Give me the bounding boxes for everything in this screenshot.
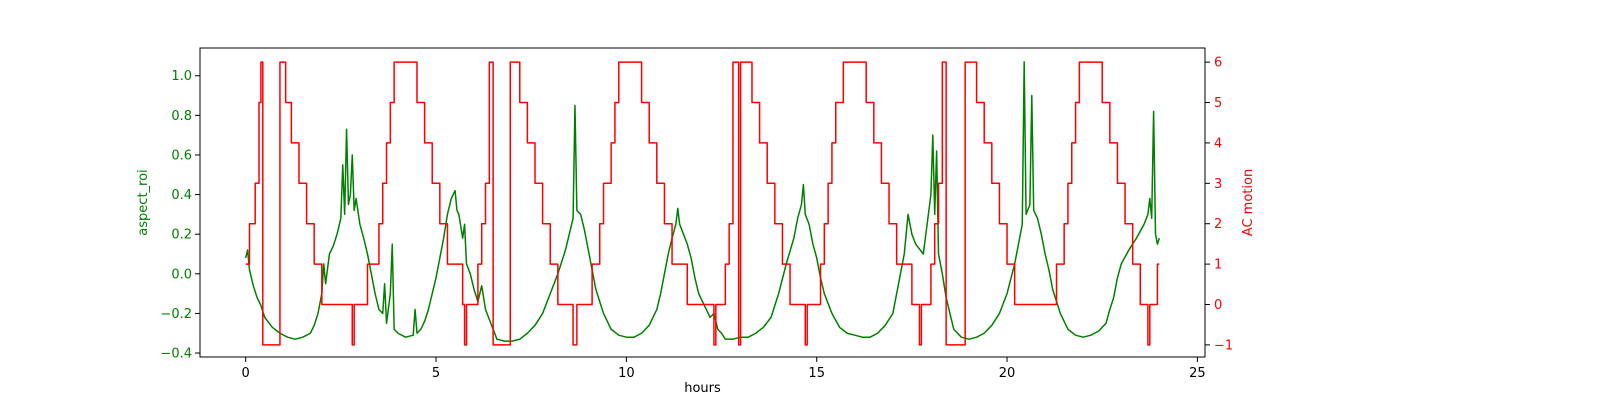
- x-tick-label: 20: [999, 366, 1016, 381]
- right-y-axis-label: AC motion: [1241, 169, 1256, 236]
- right-y-tick-label: 5: [1214, 96, 1222, 111]
- x-tick-label: 25: [1189, 366, 1206, 381]
- left-y-tick-label: −0.4: [160, 347, 192, 362]
- left-y-tick-label: 1.0: [171, 69, 192, 84]
- series-layer: [244, 61, 1161, 346]
- left-y-axis-label: aspect_roi: [136, 169, 151, 235]
- x-axis-label: hours: [684, 381, 721, 396]
- right-y-tick-label: 6: [1214, 56, 1222, 71]
- right-y-tick-label: 4: [1214, 136, 1222, 151]
- right-y-tick-label: −1: [1214, 338, 1233, 353]
- right-y-tick-label: 1: [1214, 258, 1222, 273]
- plot-frame: [199, 47, 1206, 358]
- left-y-tick-label: 0.4: [171, 188, 192, 203]
- x-tick-label: 15: [808, 366, 825, 381]
- left-y-tick-label: 0.2: [171, 228, 192, 243]
- left-y-tick-label: 0.6: [171, 148, 192, 163]
- left-y-tick-label: −0.2: [160, 307, 192, 322]
- left-y-tick-label: 0.8: [171, 109, 192, 124]
- right-y-tick-label: 2: [1214, 217, 1222, 232]
- left-y-tick-label: 0.0: [171, 267, 192, 282]
- x-tick-label: 5: [432, 366, 440, 381]
- axes-layer: 0 5 10 15 20 25−0.4−0.20.00.20.40.60.81.0−101…: [160, 47, 1233, 381]
- x-tick-label: 10: [618, 366, 635, 381]
- right-y-tick-label: 3: [1214, 177, 1222, 192]
- series-line-right: [245, 61, 1160, 346]
- right-y-tick-label: 0: [1214, 298, 1222, 313]
- x-tick-label: 0: [242, 366, 250, 381]
